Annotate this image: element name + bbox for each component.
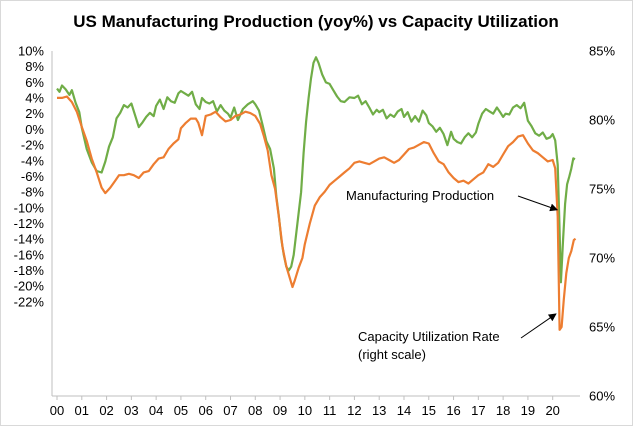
x-tick-label: 05 bbox=[174, 403, 188, 418]
series-line-capacity-utilization bbox=[57, 95, 577, 331]
y-tick-left: 4% bbox=[25, 91, 44, 106]
x-tick-label: 06 bbox=[198, 403, 212, 418]
y-tick-right: 70% bbox=[589, 251, 615, 266]
series-line-manufacturing-production bbox=[56, 56, 576, 284]
x-tick-label: 16 bbox=[446, 403, 460, 418]
x-tick-label: 18 bbox=[496, 403, 510, 418]
y-tick-left: -20% bbox=[14, 279, 45, 294]
x-tick-label: 13 bbox=[372, 403, 386, 418]
x-tick-label: 03 bbox=[124, 403, 138, 418]
x-tick-label: 09 bbox=[273, 403, 287, 418]
x-tick-label: 01 bbox=[75, 403, 89, 418]
x-tick-label: 10 bbox=[298, 403, 312, 418]
y-tick-right: 80% bbox=[589, 113, 615, 128]
y-tick-left: -8% bbox=[21, 185, 45, 200]
y-tick-left: -6% bbox=[21, 169, 45, 184]
annotation-manufacturing-arrow bbox=[517, 195, 559, 212]
y-tick-left: -18% bbox=[14, 263, 45, 278]
x-tick-label: 20 bbox=[545, 403, 559, 418]
annotation-capacity-label-line: Capacity Utilization Rate bbox=[358, 329, 500, 344]
x-tick-label: 00 bbox=[50, 403, 64, 418]
x-tick-label: 12 bbox=[347, 403, 361, 418]
annotation-manufacturing-label: Manufacturing Production bbox=[346, 188, 494, 203]
y-tick-right: 60% bbox=[589, 389, 615, 404]
y-tick-left: 2% bbox=[25, 106, 44, 121]
y-tick-left: -2% bbox=[21, 138, 45, 153]
y-tick-left: -22% bbox=[14, 294, 45, 309]
x-tick-label: 17 bbox=[471, 403, 485, 418]
x-tick-label: 04 bbox=[149, 403, 163, 418]
x-tick-label: 11 bbox=[323, 403, 337, 418]
x-tick-label: 07 bbox=[223, 403, 237, 418]
x-tick-label: 19 bbox=[521, 403, 535, 418]
y-tick-right: 65% bbox=[589, 320, 615, 335]
x-tick-label: 08 bbox=[248, 403, 262, 418]
chart-title: US Manufacturing Production (yoy%) vs Ca… bbox=[73, 12, 559, 31]
y-tick-right: 85% bbox=[589, 44, 615, 59]
y-tick-left: 8% bbox=[25, 59, 44, 74]
x-tick-label: 15 bbox=[422, 403, 436, 418]
y-tick-left: -10% bbox=[14, 200, 45, 215]
x-tick-label: 14 bbox=[397, 403, 411, 418]
y-tick-right: 75% bbox=[589, 182, 615, 197]
y-tick-left: 0% bbox=[25, 122, 44, 137]
x-tick-label: 02 bbox=[99, 403, 113, 418]
y-tick-left: -16% bbox=[14, 247, 45, 262]
annotation-capacity-arrow bbox=[520, 313, 557, 339]
y-tick-left: 6% bbox=[25, 75, 44, 90]
y-tick-left: -12% bbox=[14, 216, 45, 231]
annotation-capacity-label-line: (right scale) bbox=[358, 347, 426, 362]
y-tick-left: 10% bbox=[18, 44, 44, 59]
y-tick-left: -14% bbox=[14, 232, 45, 247]
y-tick-left: -4% bbox=[21, 153, 45, 168]
